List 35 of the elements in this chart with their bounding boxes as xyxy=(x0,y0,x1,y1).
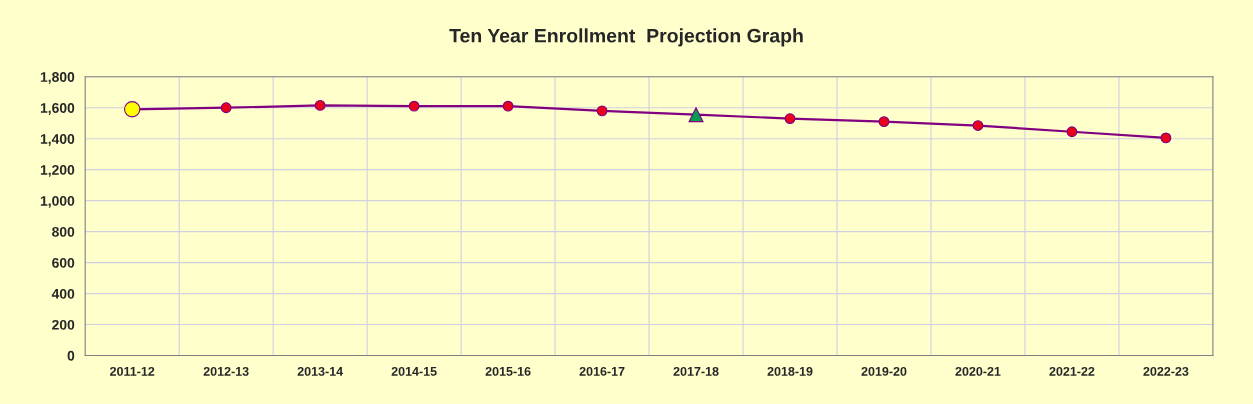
x-tick-label: 2017-18 xyxy=(673,366,719,376)
x-tick-label: 2018-19 xyxy=(767,366,813,376)
y-tick-label: 0 xyxy=(67,350,75,361)
x-tick-label: 2021-22 xyxy=(1049,366,1095,376)
y-tick-label: 400 xyxy=(51,288,75,299)
x-tick-label: 2016-17 xyxy=(579,366,625,376)
x-tick-label: 2012-13 xyxy=(203,366,249,376)
x-tick-label: 2014-15 xyxy=(391,366,437,376)
point xyxy=(1160,132,1172,144)
point xyxy=(688,107,704,123)
point xyxy=(972,120,984,131)
point xyxy=(502,100,514,112)
point xyxy=(878,116,890,128)
x-tick-label: 2020-21 xyxy=(955,366,1001,376)
point xyxy=(596,105,608,117)
point xyxy=(408,100,420,112)
y-tick-label: 800 xyxy=(52,226,75,237)
point xyxy=(1066,126,1078,138)
point xyxy=(784,113,796,124)
x-tick-label: 2019-20 xyxy=(861,366,907,376)
y-tick-label: 600 xyxy=(52,257,75,268)
y-tick-label: 1,200 xyxy=(40,165,75,177)
y-tick-label: 1,600 xyxy=(40,103,75,115)
x-tick-label: 2011-12 xyxy=(110,366,155,376)
y-tick-label: 1,800 xyxy=(40,72,75,84)
x-tick-label: 2013-14 xyxy=(297,366,344,376)
point xyxy=(123,101,141,118)
y-tick-label: 1,400 xyxy=(40,134,75,146)
x-tick-label: 2015-16 xyxy=(485,366,531,376)
point xyxy=(220,102,232,114)
point xyxy=(314,99,326,111)
chart-title: Ten Year Enrollment Projection Graph xyxy=(449,28,803,47)
y-tick-label: 1,000 xyxy=(40,195,75,208)
y-tick-label: 200 xyxy=(52,319,75,330)
x-tick-label: 2022-23 xyxy=(1143,366,1189,376)
